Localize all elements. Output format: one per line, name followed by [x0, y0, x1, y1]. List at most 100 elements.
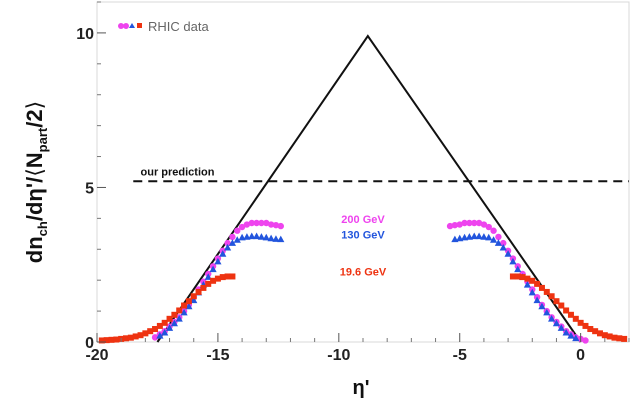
data-point-square — [142, 330, 149, 337]
data-point-triangle — [190, 296, 198, 304]
x-tick-label: -15 — [206, 347, 229, 364]
data-point-triangle — [480, 233, 488, 240]
data-point-triangle — [161, 328, 169, 336]
data-point-circle — [461, 219, 468, 227]
data-point-circle — [258, 219, 265, 227]
y-tick-label: 10 — [76, 26, 94, 43]
data-point-triangle — [552, 319, 561, 327]
data-point-square — [137, 332, 144, 339]
data-point-square — [606, 333, 613, 340]
data-point-triangle — [523, 281, 532, 288]
data-point-triangle — [165, 324, 174, 331]
data-point-circle — [151, 334, 159, 341]
data-point-square — [166, 315, 173, 322]
data-point-triangle — [180, 308, 188, 316]
data-point-triangle — [267, 234, 275, 242]
data-point-triangle — [209, 265, 217, 273]
data-point-circle — [471, 219, 478, 227]
data-point-square — [572, 315, 579, 322]
data-point-triangle — [509, 257, 517, 265]
data-point-square — [567, 311, 574, 318]
data-point-triangle — [528, 288, 536, 296]
data-point-square — [219, 274, 226, 281]
data-point-triangle — [219, 250, 227, 257]
data-point-circle — [224, 239, 231, 247]
data-point-triangle — [272, 235, 280, 242]
data-point-square — [548, 293, 555, 300]
data-point-square — [616, 335, 623, 342]
y-label-tail: /2 — [22, 109, 47, 127]
x-axis-label: η' — [353, 377, 370, 399]
legend-marker-circle — [118, 23, 124, 29]
data-point-square — [185, 298, 192, 305]
data-point-triangle — [489, 236, 498, 243]
data-point-square — [200, 284, 207, 291]
data-point-circle — [248, 219, 255, 227]
data-point-circle — [263, 219, 270, 227]
data-point-triangle — [170, 319, 178, 327]
data-point-square — [224, 273, 231, 280]
data-point-square — [611, 334, 618, 341]
legend-label: RHIC data — [148, 19, 209, 34]
data-point-circle — [475, 219, 483, 227]
data-point-square — [132, 333, 139, 340]
data-point-triangle — [214, 257, 222, 265]
x-tick-label: 0 — [576, 347, 585, 364]
data-point-square — [587, 326, 594, 333]
data-point-triangle — [504, 250, 512, 257]
y-label-sub2: part — [35, 127, 50, 152]
x-tick-label: -20 — [85, 347, 108, 364]
data-point-square — [514, 273, 521, 280]
y-label-open: ⟨ — [22, 168, 47, 177]
data-point-circle — [234, 227, 241, 234]
data-point-triangle — [557, 324, 565, 331]
data-point-square — [147, 328, 154, 335]
data-point-triangle — [514, 265, 522, 273]
data-point-square — [553, 298, 560, 305]
y-tick-label: 5 — [85, 180, 94, 197]
triangle-line — [156, 34, 582, 343]
data-point-square — [596, 330, 603, 337]
y-label-main: dn — [22, 236, 47, 263]
data-point-triangle — [538, 302, 546, 310]
data-point-circle — [446, 222, 454, 230]
data-point-triangle — [156, 332, 164, 339]
data-point-circle — [229, 233, 236, 241]
y-label-sub1: ch — [35, 221, 50, 236]
data-point-square — [195, 288, 202, 295]
data-point-square — [534, 280, 541, 287]
data-point-square — [519, 274, 526, 281]
data-point-square — [127, 334, 134, 341]
data-point-square — [558, 302, 565, 309]
x-tick-label: -10 — [327, 347, 350, 364]
data-point-square — [577, 319, 584, 326]
data-point-circle — [253, 219, 260, 227]
data-point-square — [621, 335, 628, 342]
data-point-square — [190, 293, 197, 300]
data-point-square — [529, 277, 536, 284]
legend-marker-square — [137, 23, 142, 28]
data-point-circle — [238, 223, 246, 231]
data-point-triangle — [228, 239, 237, 246]
data-point-triangle — [257, 233, 266, 240]
data-point-square — [563, 307, 570, 314]
data-point-triangle — [277, 235, 285, 243]
data-point-square — [161, 319, 168, 326]
y-axis-label: dnch/dη'/⟨Npart/2⟩ — [22, 101, 50, 263]
data-point-square — [176, 307, 183, 314]
data-point-circle — [267, 221, 275, 228]
y-label-mid: /dη'/ — [22, 177, 47, 221]
data-point-square — [171, 311, 178, 318]
data-point-triangle — [185, 302, 193, 310]
energy-annotation: 130 GeV — [341, 229, 385, 241]
data-point-triangle — [204, 273, 212, 280]
data-point-circle — [490, 227, 497, 234]
data-point-triangle — [567, 332, 575, 339]
data-point-circle — [485, 223, 492, 231]
data-point-square — [210, 277, 217, 284]
data-point-circle — [243, 221, 251, 228]
data-point-triangle — [494, 239, 503, 246]
data-point-square — [543, 288, 550, 295]
data-point-square — [205, 280, 212, 287]
